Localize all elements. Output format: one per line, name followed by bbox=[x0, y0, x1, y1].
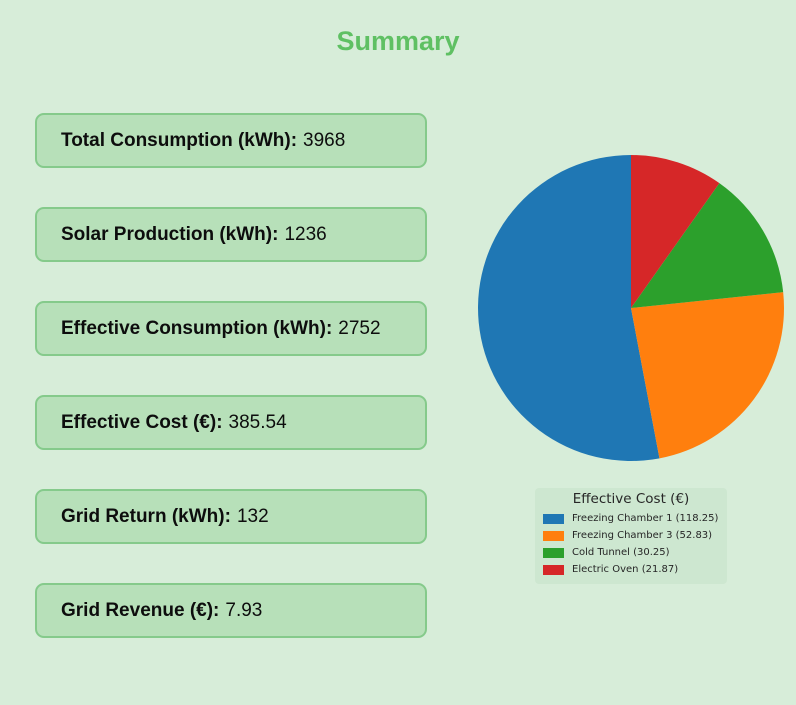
legend-swatch-electric-oven bbox=[543, 564, 564, 575]
stat-effective-consumption: Effective Consumption (kWh): 2752 bbox=[35, 301, 427, 356]
stat-value: 7.93 bbox=[225, 599, 263, 621]
legend-label: Electric Oven (21.87) bbox=[572, 563, 679, 575]
legend-label: Freezing Chamber 3 (52.83) bbox=[572, 529, 713, 541]
legend-item: Freezing Chamber 1 (118.25) bbox=[541, 510, 721, 527]
legend-item: Electric Oven (21.87) bbox=[541, 561, 721, 578]
stat-value: 132 bbox=[236, 505, 269, 527]
stat-label: Solar Production (kWh): bbox=[61, 223, 279, 245]
legend-label: Freezing Chamber 1 (118.25) bbox=[572, 512, 719, 524]
pie-slice-cold-tunnel bbox=[631, 183, 784, 308]
stat-value: 1236 bbox=[284, 223, 327, 245]
stat-label: Effective Consumption (kWh): bbox=[61, 317, 333, 339]
legend-title: Effective Cost (€) bbox=[572, 491, 690, 507]
pie-slice-freezing-chamber-1 bbox=[478, 155, 660, 461]
page-title: Summary bbox=[336, 26, 460, 56]
stat-value: 2752 bbox=[338, 317, 381, 339]
stat-effective-cost: Effective Cost (€): 385.54 bbox=[35, 395, 427, 450]
legend-item: Freezing Chamber 3 (52.83) bbox=[541, 527, 721, 544]
stat-solar-production: Solar Production (kWh): 1236 bbox=[35, 207, 427, 262]
stat-label: Grid Return (kWh): bbox=[61, 505, 231, 527]
pie-chart bbox=[478, 155, 785, 461]
legend-label: Cold Tunnel (30.25) bbox=[572, 546, 670, 558]
stat-label: Effective Cost (€): bbox=[61, 411, 223, 433]
stats-list: Total Consumption (kWh): 3968 Solar Prod… bbox=[35, 113, 427, 638]
pie-slice-freezing-chamber-3 bbox=[631, 292, 785, 459]
stat-label: Grid Revenue (€): bbox=[61, 599, 220, 621]
stat-label: Total Consumption (kWh): bbox=[61, 129, 298, 151]
legend-swatch-freezing-chamber-1 bbox=[543, 513, 564, 524]
legend-item: Cold Tunnel (30.25) bbox=[541, 544, 721, 561]
stat-total-consumption: Total Consumption (kWh): 3968 bbox=[35, 113, 427, 168]
stat-grid-revenue: Grid Revenue (€): 7.93 bbox=[35, 583, 427, 638]
stat-grid-return: Grid Return (kWh): 132 bbox=[35, 489, 427, 544]
pie-slice-electric-oven bbox=[631, 155, 720, 308]
legend-swatch-freezing-chamber-3 bbox=[543, 530, 564, 541]
stat-value: 3968 bbox=[303, 129, 346, 151]
legend-swatch-cold-tunnel bbox=[543, 547, 564, 558]
stat-value: 385.54 bbox=[228, 411, 287, 433]
pie-legend: Effective Cost (€) Freezing Chamber 1 (1… bbox=[535, 488, 727, 584]
